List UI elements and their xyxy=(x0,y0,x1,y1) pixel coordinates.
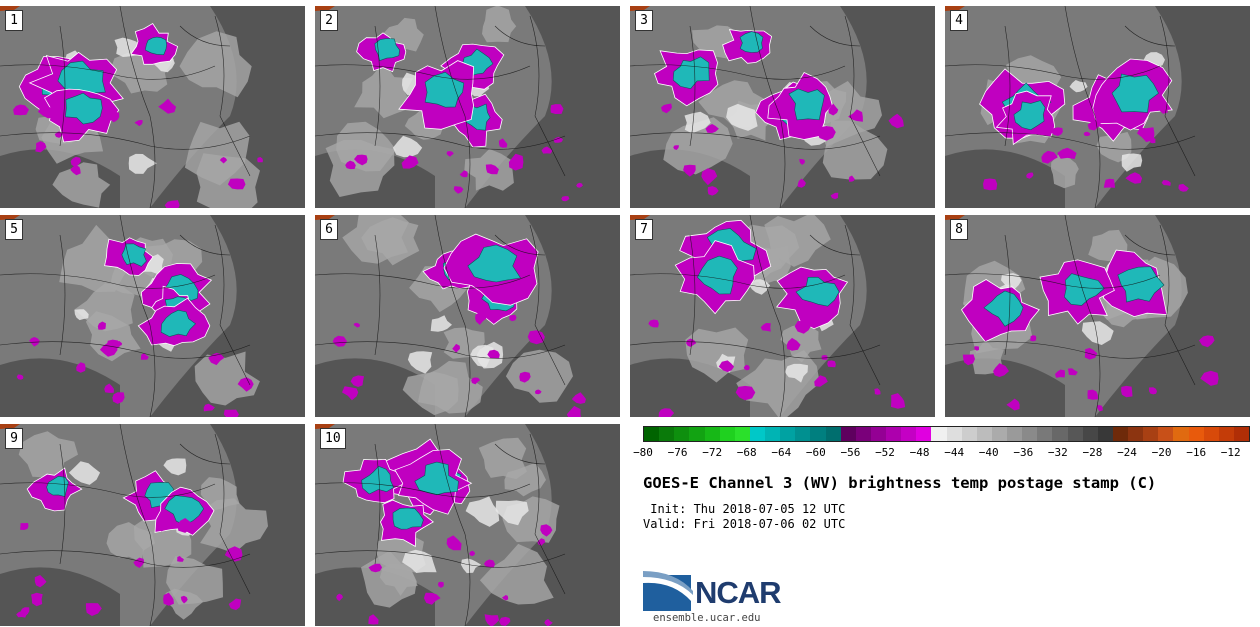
colorbar-segment xyxy=(734,427,750,441)
colorbar-segment xyxy=(825,427,841,441)
colorbar-segment xyxy=(1128,427,1144,441)
colorbar-segment xyxy=(855,427,871,441)
colorbar-tick-label: −28 xyxy=(1082,446,1103,459)
colorbar-tick-label: −20 xyxy=(1151,446,1172,459)
colorbar-segment xyxy=(795,427,811,441)
water-vapor-map xyxy=(945,6,1250,208)
colorbar-segment xyxy=(689,427,705,441)
colorbar-segment xyxy=(886,427,902,441)
colorbar-segment xyxy=(704,427,720,441)
panel-number-label: 8 xyxy=(950,219,968,240)
colorbar-segment xyxy=(1188,427,1204,441)
colorbar-segment xyxy=(1173,427,1189,441)
map-panel-6: 6 xyxy=(315,215,620,417)
water-vapor-map xyxy=(0,424,305,626)
colorbar-segment xyxy=(1112,427,1128,441)
water-vapor-map xyxy=(315,424,620,626)
panel-number-label: 7 xyxy=(635,219,653,240)
colorbar-tick-label: −12 xyxy=(1220,446,1241,459)
colorbar-segment xyxy=(719,427,735,441)
colorbar-segment xyxy=(1037,427,1053,441)
panel-number-label: 4 xyxy=(950,10,968,31)
colorbar-tick-label: −80 xyxy=(633,446,653,459)
colorbar-segment xyxy=(916,427,932,441)
panel-number-label: 5 xyxy=(5,219,23,240)
colorbar-segment xyxy=(870,427,886,441)
water-vapor-map xyxy=(315,6,620,208)
colorbar-tick-label: −40 xyxy=(978,446,999,459)
colorbar-segment xyxy=(1233,427,1249,441)
colorbar-tick-label: −32 xyxy=(1047,446,1068,459)
colorbar-segment xyxy=(1143,427,1159,441)
panel-number-label: 10 xyxy=(320,428,346,449)
colorbar-segment xyxy=(749,427,765,441)
ncar-logo-text: NCAR xyxy=(695,575,782,610)
map-panel-3: 3 xyxy=(630,6,935,208)
colorbar-tick-label: −52 xyxy=(875,446,895,459)
colorbar-tick-label: −24 xyxy=(1117,446,1137,459)
colorbar-tick-label: −76 xyxy=(667,446,688,459)
colorbar-segment xyxy=(1052,427,1068,441)
panel-number-label: 2 xyxy=(320,10,338,31)
colorbar-segment xyxy=(810,427,826,441)
colorbar-segment xyxy=(976,427,992,441)
colorbar-segment xyxy=(931,427,947,441)
figure-title: GOES-E Channel 3 (WV) brightness temp po… xyxy=(643,474,1157,492)
colorbar-segment xyxy=(946,427,962,441)
map-panel-10: 10 xyxy=(315,424,620,626)
colorbar-tick-label: −60 xyxy=(805,446,826,459)
water-vapor-map xyxy=(630,6,935,208)
colorbar-tick-label: −36 xyxy=(1013,446,1034,459)
logo-url: ensemble.ucar.edu xyxy=(653,612,761,624)
water-vapor-map xyxy=(945,215,1250,417)
panel-number-label: 3 xyxy=(635,10,653,31)
colorbar-segment xyxy=(961,427,977,441)
colorbar-segment xyxy=(780,427,796,441)
colorbar-segment xyxy=(674,427,690,441)
water-vapor-map xyxy=(630,215,935,417)
colorbar-segment xyxy=(1067,427,1083,441)
colorbar-segment xyxy=(840,427,856,441)
init-time: Init: Thu 2018-07-05 12 UTC xyxy=(643,502,846,516)
colorbar-segment xyxy=(659,427,675,441)
colorbar-tick-labels: −80 −76 −72 −68 −64 −60 −56 −52 −48 −44 −40 −36 −32 −… xyxy=(633,446,1248,460)
panel-number-label: 9 xyxy=(5,428,23,449)
colorbar-segment xyxy=(901,427,917,441)
map-panel-2: 2 xyxy=(315,6,620,208)
colorbar-segment xyxy=(1158,427,1174,441)
colorbar-tick-label: −48 xyxy=(909,446,930,459)
colorbar-tick-label: −44 xyxy=(944,446,965,459)
colorbar-segment xyxy=(1022,427,1038,441)
colorbar-segment xyxy=(1203,427,1219,441)
colorbar-segment xyxy=(765,427,781,441)
colorbar-tick-label: −72 xyxy=(702,446,723,459)
map-panel-9: 9 xyxy=(0,424,305,626)
colorbar-tick-label: −16 xyxy=(1186,446,1207,459)
water-vapor-map xyxy=(315,215,620,417)
colorbar-segment xyxy=(1097,427,1113,441)
map-panel-5: 5 xyxy=(0,215,305,417)
map-panel-1: 1 xyxy=(0,6,305,208)
map-panel-7: 7 xyxy=(630,215,935,417)
water-vapor-map xyxy=(0,215,305,417)
colorbar-segment xyxy=(1082,427,1098,441)
ncar-logo-mark-icon xyxy=(643,571,693,611)
colorbar xyxy=(643,426,1250,442)
colorbar-segment xyxy=(644,427,660,441)
map-panel-4: 4 xyxy=(945,6,1250,208)
colorbar-tick-label: −68 xyxy=(736,446,757,459)
colorbar-segment xyxy=(991,427,1007,441)
panel-number-label: 1 xyxy=(5,10,23,31)
colorbar-tick-label: −64 xyxy=(771,446,792,459)
colorbar-segment xyxy=(1007,427,1023,441)
colorbar-tick-label: −56 xyxy=(840,446,861,459)
valid-time: Valid: Fri 2018-07-06 02 UTC xyxy=(643,517,846,531)
panel-number-label: 6 xyxy=(320,219,338,240)
colorbar-segment xyxy=(1218,427,1234,441)
water-vapor-map xyxy=(0,6,305,208)
map-panel-8: 8 xyxy=(945,215,1250,417)
ncar-logo: NCAR xyxy=(643,568,793,616)
